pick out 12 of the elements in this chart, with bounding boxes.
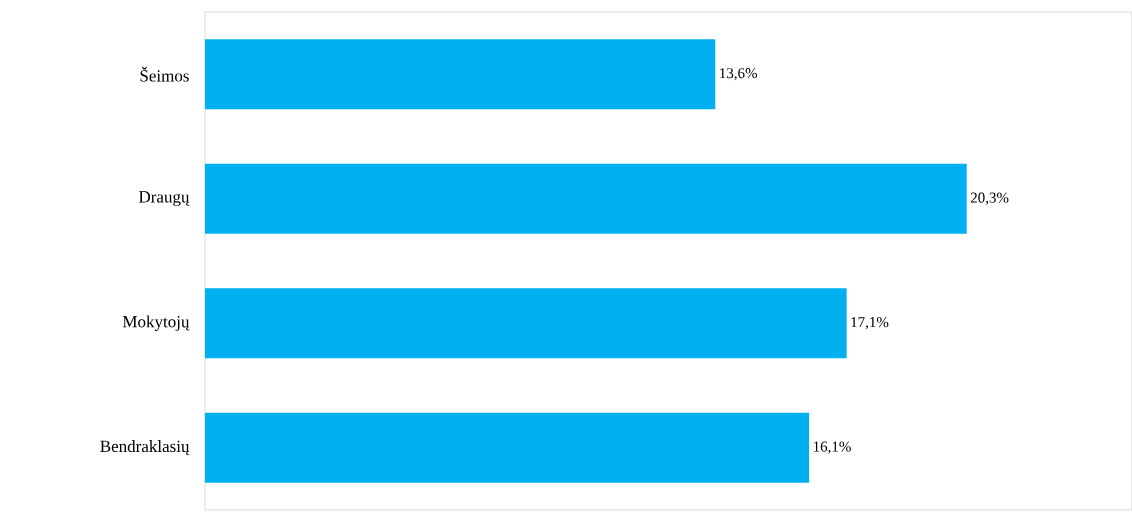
y-tick-label: Bendraklasių [100,440,190,456]
data-label: 16,1% [813,441,851,454]
bar [204,288,847,359]
y-tick-label: Mokytojų [122,315,190,331]
data-label: 13,6% [720,68,758,81]
data-label: 20,3% [970,192,1009,205]
y-tick-label: Draugų [138,191,190,207]
data-label: 17,1% [851,317,889,330]
bar [204,412,810,483]
y-tick-label: Šeimos [140,66,189,82]
bar [204,163,967,234]
bar [204,39,716,110]
